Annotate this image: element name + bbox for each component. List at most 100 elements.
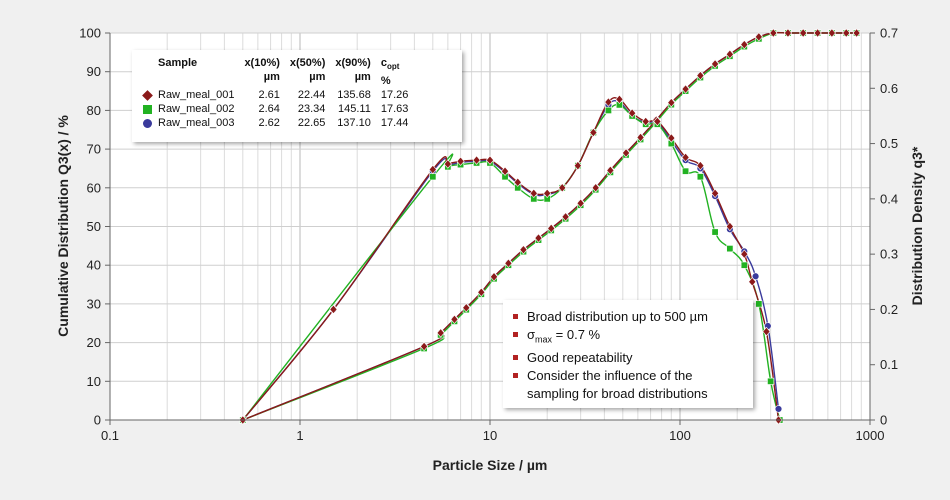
y-left-tick-label: 30 (87, 296, 101, 311)
y-axis-left-title: Cumulative Distribution Q3(x) / % (55, 115, 71, 337)
legend-header-sample: Sample (158, 57, 198, 69)
data-point-diamond (606, 165, 615, 176)
legend-copt: 17.44 (380, 117, 409, 130)
data-point-square (711, 228, 719, 236)
circle-marker-icon (143, 118, 152, 128)
axes (105, 32, 875, 425)
data-point-diamond (813, 28, 822, 38)
data-point-square (726, 245, 734, 253)
y-right-tick-label: 0 (880, 413, 887, 428)
legend-header-x90: x(90%) µm (335, 57, 371, 83)
data-point-diamond (513, 177, 522, 187)
legend-x10: 2.61 (258, 89, 280, 102)
data-point-diamond (754, 32, 763, 42)
data-point-diamond (696, 70, 705, 81)
y-left-tick-label: 40 (87, 258, 101, 273)
legend-x90: 137.10 (337, 117, 371, 130)
data-point-diamond (504, 258, 513, 268)
tick-labels: 0.1 1 10 100 1000010203040506070809010000.10… (79, 26, 898, 444)
data-point-diamond (529, 188, 538, 198)
y-left-tick-label: 60 (87, 180, 101, 195)
y-left-tick-label: 80 (87, 103, 101, 118)
annotation-box: Broad distribution up to 500 µm σmax = 0… (503, 300, 753, 408)
data-point-diamond (591, 183, 600, 193)
legend-x10: 2.62 (258, 117, 280, 130)
legend-table-grid: Sample x(10%) µm x(50%) µm x(90%) µm copt% … (138, 56, 413, 130)
data-point-diamond (681, 84, 690, 94)
data-point-diamond (842, 28, 851, 38)
legend-sample: Raw_meal_001 (138, 88, 239, 102)
data-point-diamond (725, 221, 734, 232)
x-tick-label: 1 (296, 428, 303, 443)
y-left-tick-label: 0 (94, 413, 101, 428)
legend-sample: Raw_meal_002 (138, 102, 239, 116)
legend-row: Raw_meal_002 2.64 23.34 145.11 17.63 (138, 102, 413, 116)
legend-row: Raw_meal_003 2.62 22.65 137.10 17.44 (138, 116, 413, 130)
data-point-diamond (443, 159, 452, 169)
x-tick-label: 10 (483, 428, 497, 443)
data-point-circle (751, 272, 760, 280)
legend-copt: 17.63 (380, 103, 409, 116)
legend-x10: 2.64 (258, 103, 280, 116)
y-left-tick-label: 70 (87, 142, 101, 157)
y-left-tick-label: 20 (87, 335, 101, 350)
y-right-tick-label: 0.7 (880, 26, 898, 41)
data-point-square (740, 261, 748, 269)
x-tick-label: 1000 (856, 428, 885, 443)
annotation-item: Broad distribution up to 500 µm (513, 308, 745, 326)
legend-copt: 17.26 (380, 89, 409, 102)
data-point-diamond (501, 166, 510, 176)
annotation-item: Good repeatability (513, 349, 745, 367)
data-point-square (767, 377, 775, 385)
data-point-diamond (641, 116, 650, 127)
data-point-diamond (604, 97, 613, 107)
data-point-diamond (450, 314, 459, 325)
data-point-diamond (769, 28, 778, 38)
data-point-diamond (799, 28, 808, 38)
y-left-tick-label: 100 (79, 26, 101, 41)
data-point-diamond (490, 272, 499, 282)
data-point-diamond (547, 223, 556, 234)
data-point-diamond (725, 49, 734, 59)
data-point-diamond (573, 161, 582, 171)
data-point-diamond (486, 155, 494, 165)
data-point-diamond (428, 164, 437, 175)
data-point-diamond (653, 116, 662, 127)
data-point-square (755, 300, 763, 308)
data-point-diamond (711, 188, 720, 198)
x-axis-title: Particle Size / µm (433, 457, 548, 473)
data-point-diamond (477, 287, 486, 297)
data-point-diamond (622, 148, 631, 158)
y-left-tick-label: 50 (87, 219, 101, 234)
legend-table: Sample x(10%) µm x(50%) µm x(90%) µm copt% … (132, 50, 462, 142)
x-tick-label: 0.1 (101, 428, 119, 443)
y-right-tick-label: 0.6 (880, 81, 898, 96)
data-point-square (696, 173, 704, 181)
data-point-diamond (472, 155, 481, 165)
legend-header-copt: copt% (380, 57, 400, 88)
data-point-diamond (534, 233, 543, 243)
data-point-diamond (667, 133, 676, 143)
data-point-diamond (852, 28, 861, 38)
data-point-diamond (561, 212, 570, 222)
legend-x90: 135.68 (337, 89, 371, 102)
data-point-diamond (711, 59, 720, 69)
markers (238, 28, 861, 425)
data-point-diamond (636, 132, 645, 143)
y-right-tick-label: 0.5 (880, 136, 898, 151)
data-point-square (604, 106, 612, 114)
legend-x90: 145.11 (338, 103, 371, 116)
legend-x50: 22.44 (297, 89, 326, 102)
y-right-tick-label: 0.4 (880, 191, 898, 206)
data-point-diamond (696, 161, 705, 171)
data-point-diamond (462, 303, 471, 313)
y-right-tick-label: 0.1 (880, 357, 898, 372)
y-left-tick-label: 10 (87, 374, 101, 389)
data-point-square (682, 167, 690, 175)
data-point-diamond (558, 183, 567, 193)
data-point-circle (774, 405, 783, 413)
data-point-diamond (456, 156, 465, 166)
diamond-marker-icon (142, 89, 153, 101)
annotation-item: σmax = 0.7 % (513, 326, 745, 349)
data-point-square (429, 173, 437, 181)
